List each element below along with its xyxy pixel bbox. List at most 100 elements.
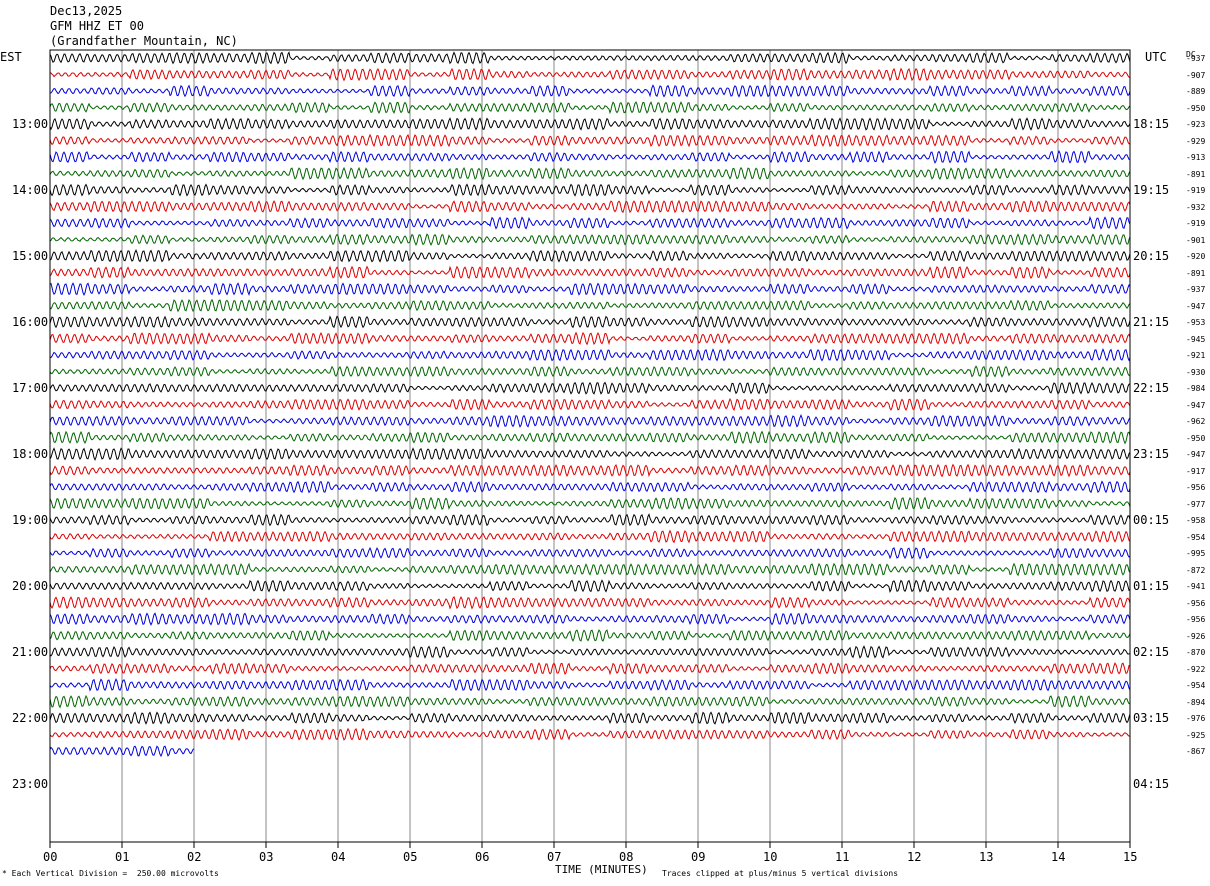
seismic-trace [49, 595, 1131, 610]
dc-offset-label: -913 [1186, 153, 1206, 162]
dc-offset-label: -954 [1186, 681, 1206, 690]
dc-offset-label: -954 [1186, 532, 1206, 542]
dc-offset-label: -901 [1186, 235, 1206, 245]
star-icon: * [2, 869, 7, 878]
right-hour-label: 21:15 [1133, 315, 1170, 329]
dc-offset-label: -921 [1186, 351, 1206, 360]
x-tick-label: 02 [187, 850, 202, 864]
dc-offset-label: -956 [1186, 598, 1206, 608]
seismic-trace [49, 51, 1131, 65]
dc-offset-label: -953 [1186, 318, 1206, 327]
seismic-trace [49, 150, 1131, 164]
header-location: (Grandfather Mountain, NC) [50, 34, 238, 48]
dc-offset-label: -932 [1186, 202, 1206, 212]
x-tick-label: 10 [763, 850, 778, 864]
right-hour-label: 04:15 [1133, 777, 1170, 791]
seismic-trace [49, 84, 1131, 98]
dc-offset-label: -947 [1186, 450, 1206, 459]
dc-offset-label: -962 [1186, 417, 1206, 426]
right-hour-label: 01:15 [1133, 579, 1170, 593]
seismic-trace [49, 67, 1131, 82]
left-hour-label: 18:00 [12, 447, 49, 461]
left-hour-label: 22:00 [12, 711, 49, 725]
dc-offset-label: -922 [1186, 664, 1206, 674]
footer-scale-note: * Each Vertical Division = 250.00 microv… [2, 869, 219, 878]
seismic-trace [49, 629, 1131, 643]
right-hour-label: 20:15 [1133, 249, 1170, 263]
dc-offset-label: -984 [1186, 384, 1206, 393]
left-hour-label: 19:00 [12, 513, 49, 527]
scale-note-text: Each Vertical Division = 250.00 microvol… [11, 869, 219, 878]
x-tick-label: 09 [691, 850, 706, 864]
seismic-trace [49, 183, 1131, 197]
seismic-trace [49, 298, 1131, 313]
left-hour-label: 16:00 [12, 315, 49, 329]
dc-offset-label: -930 [1186, 367, 1206, 377]
dc-offset-label: -925 [1186, 730, 1206, 740]
seismic-trace [49, 101, 1131, 115]
dc-offset-label: -937 [1186, 54, 1206, 63]
dc-offset-label: -945 [1186, 334, 1206, 344]
seismic-trace [49, 662, 1131, 676]
dc-offset-label: -958 [1186, 516, 1206, 525]
seismic-trace [49, 579, 1131, 594]
seismic-trace [49, 529, 1131, 544]
dc-offset-label: -956 [1186, 615, 1206, 624]
dc-offset-label: -872 [1186, 565, 1206, 575]
seismic-traces [49, 51, 1131, 758]
seismic-trace [49, 678, 1131, 692]
dc-offset-label: -907 [1186, 70, 1206, 80]
x-tick-label: 15 [1123, 850, 1138, 864]
right-hour-label: 23:15 [1133, 447, 1170, 461]
x-tick-label: 08 [619, 850, 634, 864]
dc-offset-label: -995 [1186, 549, 1206, 558]
dc-offset-label: -976 [1186, 714, 1206, 723]
dc-offset-label: -929 [1186, 136, 1206, 146]
dc-offset-label: -919 [1186, 219, 1206, 228]
x-tick-label: 05 [403, 850, 418, 864]
dc-offset-label: -870 [1186, 648, 1206, 657]
dc-offset-label: -956 [1186, 483, 1206, 492]
left-timezone-label: EST [0, 50, 22, 64]
dc-offset-label: -950 [1186, 103, 1206, 113]
dc-offset-label: -919 [1186, 186, 1206, 195]
seismic-trace [49, 447, 1131, 462]
seismic-trace [49, 347, 1131, 362]
seismic-trace [49, 233, 1131, 247]
left-hour-label: 14:00 [12, 183, 49, 197]
seismic-trace [49, 413, 1131, 428]
seismic-trace [49, 215, 1131, 230]
left-hour-label: 23:00 [12, 777, 49, 791]
right-hour-label: 03:15 [1133, 711, 1170, 725]
dc-offset-label: -917 [1186, 466, 1206, 476]
seismic-trace [49, 711, 1131, 725]
minute-gridlines [121, 50, 1059, 842]
seismic-trace [49, 282, 1131, 297]
seismic-trace [49, 694, 1131, 709]
right-hour-label: 02:15 [1133, 645, 1170, 659]
x-tick-label: 00 [43, 850, 58, 864]
dc-offset-label: -937 [1186, 285, 1206, 294]
header-date: Dec13,2025 [50, 4, 123, 18]
seismic-trace [49, 513, 1131, 527]
x-tick-label: 12 [907, 850, 922, 864]
seismic-trace [49, 480, 1131, 494]
x-axis-ticks [49, 842, 1131, 848]
x-axis-title: TIME (MINUTES) [555, 863, 648, 876]
dc-offset-label: -867 [1186, 747, 1206, 756]
seismic-trace [49, 166, 1131, 181]
dc-offset-label: -947 [1186, 400, 1206, 410]
left-hour-label: 21:00 [12, 645, 49, 659]
left-hour-label: 13:00 [12, 117, 49, 131]
left-hour-label: 20:00 [12, 579, 49, 593]
right-hour-label: 00:15 [1133, 513, 1170, 527]
left-hour-label: 17:00 [12, 381, 49, 395]
dc-offset-label: -950 [1186, 433, 1206, 443]
seismic-trace [49, 727, 1131, 742]
seismic-trace [49, 398, 1131, 412]
x-tick-label: 07 [547, 850, 562, 864]
dc-offset-label: -889 [1186, 87, 1206, 96]
seismic-trace [49, 496, 1131, 511]
dc-offset-label: -923 [1186, 120, 1206, 129]
